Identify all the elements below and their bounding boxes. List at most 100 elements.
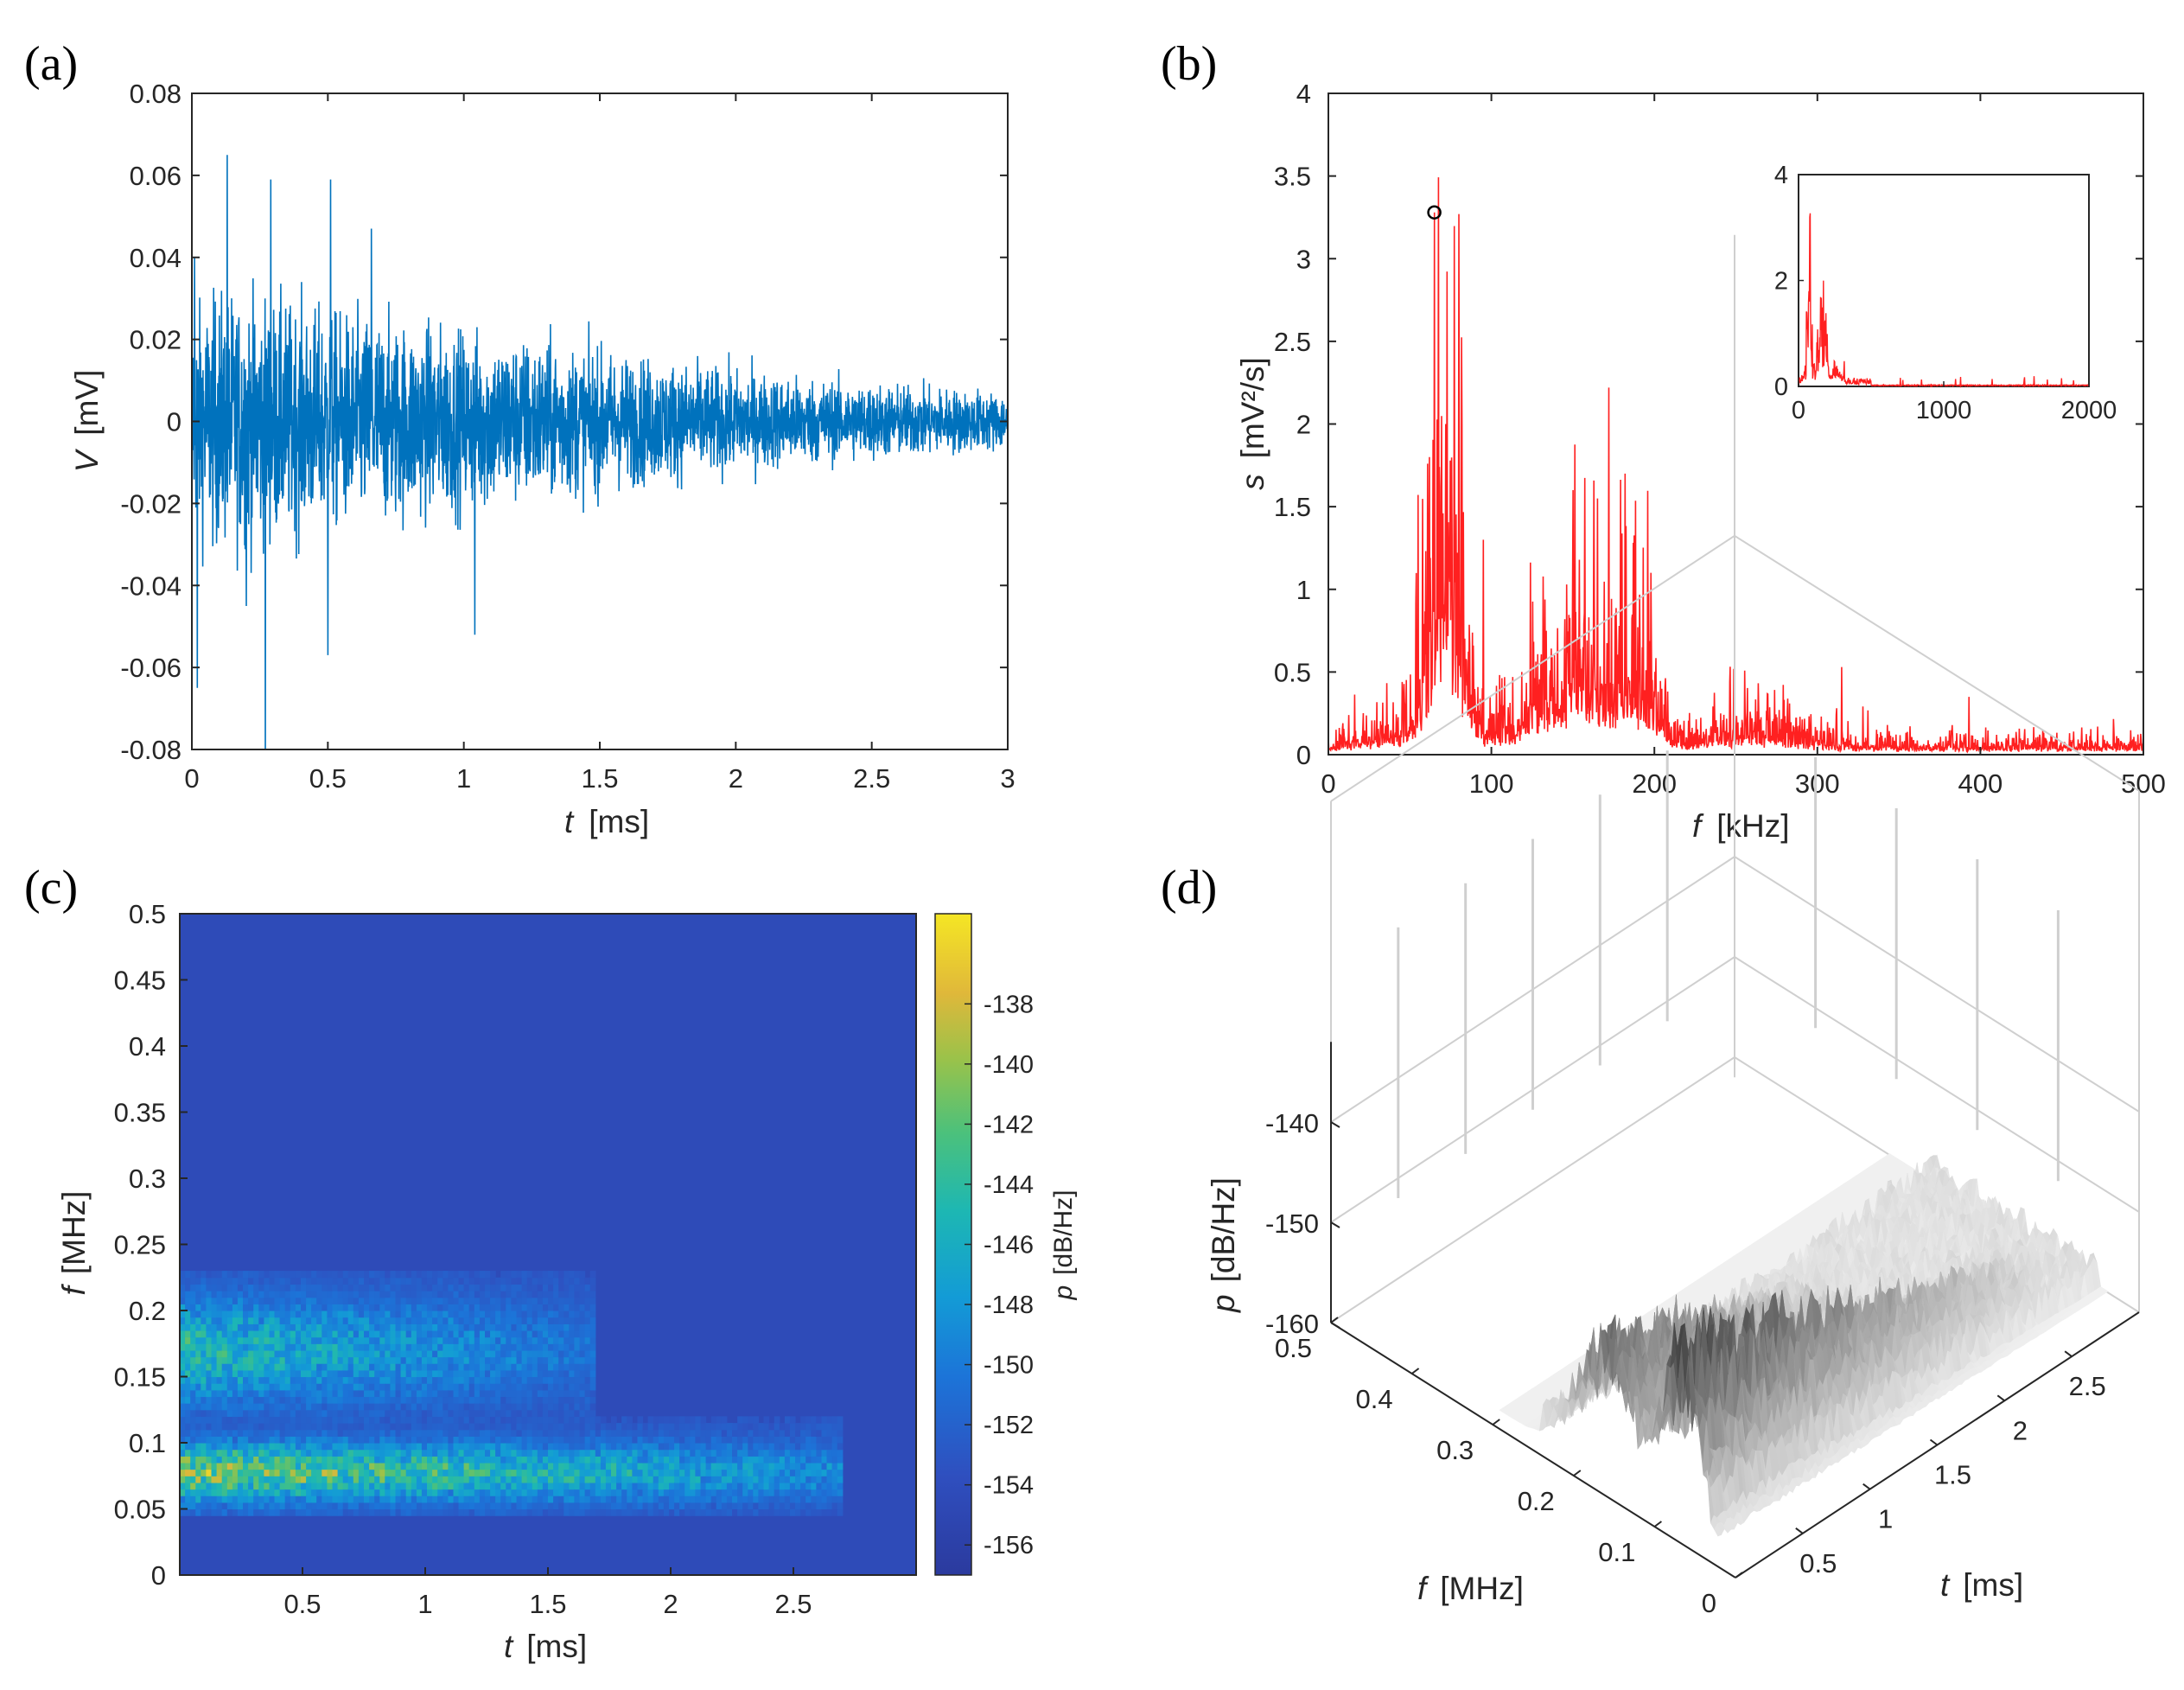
chart-c-cell bbox=[748, 1508, 754, 1516]
chart-c-cell bbox=[311, 1482, 317, 1490]
chart-c-cell bbox=[748, 1462, 754, 1470]
chart-c-cell bbox=[369, 1277, 375, 1285]
chart-c-cell bbox=[574, 1429, 581, 1437]
chart-c-cell bbox=[232, 1277, 239, 1285]
chart-c-cell bbox=[479, 1291, 486, 1298]
chart-c-cell bbox=[290, 1343, 296, 1351]
chart-c-cell bbox=[495, 1403, 501, 1411]
chart-c-cell bbox=[201, 1443, 207, 1451]
chart-c-cell bbox=[416, 1495, 423, 1503]
chart-c-cell bbox=[437, 1469, 443, 1476]
chart-c-cell bbox=[311, 1311, 317, 1318]
chart-c-cell bbox=[663, 1429, 670, 1437]
chart-c-cell bbox=[347, 1508, 354, 1516]
chart-c-cell bbox=[337, 1389, 344, 1398]
chart-c-cell bbox=[427, 1456, 433, 1464]
chart-c-cell bbox=[216, 1429, 223, 1437]
chart-c-cell bbox=[674, 1423, 680, 1431]
chart-c-cell bbox=[253, 1297, 259, 1304]
chart-c-cell bbox=[385, 1317, 391, 1324]
chart-c-cell bbox=[405, 1304, 412, 1311]
chart-c-cell bbox=[411, 1403, 417, 1411]
chart-c-cell bbox=[237, 1403, 244, 1411]
chart-c-colorbar-label-unit: [dB/Hz] bbox=[1049, 1189, 1078, 1274]
chart-c-cell bbox=[795, 1429, 801, 1437]
chart-c-cell bbox=[180, 1409, 186, 1418]
chart-c-cell bbox=[584, 1423, 591, 1431]
chart-c-cell bbox=[180, 1449, 186, 1457]
chart-c-cell bbox=[311, 1323, 317, 1331]
chart-c-cell bbox=[427, 1495, 433, 1503]
chart-c-cell bbox=[221, 1449, 228, 1457]
chart-c-cell bbox=[306, 1336, 312, 1344]
chart-c-cell bbox=[647, 1489, 654, 1496]
chart-c-cell bbox=[385, 1291, 391, 1298]
chart-c-cell bbox=[500, 1456, 506, 1464]
chart-c-cell bbox=[600, 1456, 607, 1464]
chart-c-cell bbox=[800, 1489, 806, 1496]
chart-c-cell bbox=[526, 1429, 533, 1437]
chart-c-cell bbox=[264, 1396, 271, 1404]
chart-c-ytick-label: 0.45 bbox=[114, 966, 166, 996]
chart-c-cell bbox=[458, 1423, 465, 1431]
chart-c-cell bbox=[627, 1508, 633, 1516]
chart-c-cell bbox=[301, 1508, 307, 1516]
chart-c-cell bbox=[653, 1489, 659, 1496]
chart-c-cell bbox=[448, 1436, 455, 1444]
chart-c-cell bbox=[290, 1476, 296, 1483]
chart-c-cell bbox=[432, 1469, 438, 1476]
chart-c-cell bbox=[337, 1369, 344, 1378]
chart-c-cell bbox=[269, 1383, 276, 1391]
chart-c-cell bbox=[347, 1383, 354, 1391]
chart-c-cell bbox=[453, 1271, 460, 1279]
chart-c-cell bbox=[347, 1403, 354, 1411]
chart-c-cell bbox=[232, 1343, 239, 1351]
chart-c-cell bbox=[232, 1389, 239, 1398]
chart-c-cell bbox=[574, 1462, 581, 1470]
chart-c-cell bbox=[337, 1349, 344, 1358]
chart-c-cell bbox=[258, 1389, 264, 1398]
chart-c-cell bbox=[364, 1277, 370, 1285]
chart-c-cell bbox=[553, 1336, 559, 1344]
chart-c-cell bbox=[364, 1429, 370, 1437]
chart-c-cell bbox=[463, 1330, 470, 1338]
chart-c-cell bbox=[364, 1449, 370, 1457]
chart-c-cell bbox=[226, 1336, 233, 1344]
chart-c-cell bbox=[569, 1508, 575, 1516]
chart-c-cell bbox=[316, 1376, 322, 1384]
chart-c-cell bbox=[516, 1409, 523, 1418]
chart-c-cell bbox=[195, 1416, 201, 1424]
chart-c-cell bbox=[364, 1336, 370, 1344]
chart-c-cell bbox=[811, 1443, 817, 1451]
chart-c-cell bbox=[637, 1482, 644, 1490]
chart-c-cell bbox=[416, 1423, 423, 1431]
chart-c-cell bbox=[411, 1489, 417, 1496]
chart-c-cell bbox=[405, 1495, 412, 1503]
chart-c-cell bbox=[532, 1403, 538, 1411]
chart-c-cell bbox=[453, 1449, 460, 1457]
chart-c-cell bbox=[337, 1489, 344, 1496]
chart-c-cell bbox=[789, 1423, 796, 1431]
chart-c-cell bbox=[347, 1271, 354, 1279]
chart-c-cell bbox=[248, 1403, 254, 1411]
chart-c-cell bbox=[180, 1317, 186, 1324]
chart-c-cell bbox=[269, 1462, 276, 1470]
chart-c-cell bbox=[453, 1311, 460, 1318]
chart-c-cell bbox=[710, 1429, 717, 1437]
chart-c-cell bbox=[400, 1469, 407, 1476]
chart-c-cell bbox=[826, 1508, 833, 1516]
chart-c-cell bbox=[364, 1311, 370, 1318]
chart-c-cell bbox=[526, 1291, 533, 1298]
chart-c-cell bbox=[642, 1462, 649, 1470]
chart-c-cell bbox=[190, 1429, 196, 1437]
chart-c-cell bbox=[458, 1363, 465, 1371]
chart-c-cell bbox=[453, 1356, 460, 1364]
chart-c-cell bbox=[269, 1429, 276, 1437]
chart-c-cell bbox=[463, 1396, 470, 1404]
chart-c-cell bbox=[226, 1291, 233, 1298]
chart-c-cell bbox=[511, 1389, 518, 1398]
chart-c-ylabel: f[MHz] bbox=[56, 1191, 92, 1296]
chart-c-cell bbox=[495, 1311, 501, 1318]
chart-c-cell bbox=[637, 1443, 644, 1451]
chart-b-xtick-label: 200 bbox=[1632, 768, 1677, 799]
